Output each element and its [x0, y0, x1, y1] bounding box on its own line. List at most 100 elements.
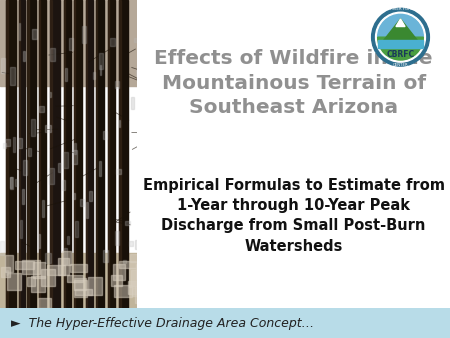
Bar [41, 269, 55, 286]
Bar [47, 265, 65, 275]
Bar [67, 236, 69, 244]
Bar [9, 177, 13, 189]
Bar [131, 97, 134, 109]
Bar [74, 0, 82, 308]
Bar [1, 57, 4, 73]
Bar [82, 26, 86, 43]
Bar [15, 179, 18, 186]
Bar [31, 276, 45, 292]
Bar [80, 199, 84, 206]
Bar [22, 160, 27, 175]
Bar [99, 53, 103, 69]
Bar [62, 251, 71, 265]
Bar [115, 80, 119, 88]
Bar [32, 29, 37, 40]
Bar [31, 119, 36, 136]
Text: CENTER: CENTER [393, 63, 408, 67]
Bar [39, 0, 40, 308]
Bar [50, 48, 54, 61]
Circle shape [378, 14, 423, 60]
Bar [0, 241, 4, 255]
Bar [104, 130, 107, 139]
Bar [63, 152, 68, 168]
Bar [70, 264, 87, 272]
Bar [119, 0, 128, 308]
Bar [45, 125, 51, 132]
Bar [119, 0, 121, 308]
Text: CBRFC: CBRFC [387, 50, 414, 59]
Bar [128, 281, 148, 294]
Bar [100, 65, 101, 75]
Bar [110, 39, 115, 46]
Bar [135, 240, 140, 249]
Bar [132, 288, 143, 296]
Bar [86, 202, 88, 218]
Bar [62, 180, 65, 190]
Bar [10, 177, 12, 189]
Circle shape [376, 12, 425, 62]
Bar [74, 143, 76, 154]
Bar [119, 120, 120, 127]
Bar [89, 277, 102, 295]
Bar [136, 70, 140, 75]
Bar [50, 0, 60, 308]
Bar [134, 38, 137, 42]
Bar [72, 150, 76, 164]
Bar [22, 260, 40, 274]
Bar [108, 0, 115, 308]
Bar [18, 23, 20, 40]
Bar [6, 0, 8, 308]
Bar [74, 278, 86, 290]
Wedge shape [378, 37, 423, 60]
Bar [108, 0, 109, 308]
Bar [23, 51, 25, 61]
Bar [18, 0, 25, 308]
Bar [67, 275, 83, 283]
Bar [58, 163, 62, 172]
Bar [28, 148, 32, 156]
Bar [49, 168, 54, 184]
Bar [119, 261, 136, 268]
Bar [75, 289, 92, 295]
Bar [49, 92, 51, 97]
Bar [5, 255, 13, 272]
Bar [22, 189, 24, 204]
Bar [45, 254, 50, 263]
Bar [4, 139, 10, 146]
Bar [27, 277, 35, 286]
Wedge shape [378, 14, 423, 37]
Bar [74, 280, 87, 297]
Text: Effects of Wildfire in the
Mountainous Terrain of
Southeast Arizona: Effects of Wildfire in the Mountainous T… [154, 49, 433, 117]
Bar [93, 72, 95, 79]
Bar [50, 0, 52, 308]
Bar [0, 253, 137, 308]
Bar [1, 267, 10, 277]
Bar [111, 275, 122, 286]
Bar [129, 268, 136, 287]
Bar [63, 248, 68, 264]
Bar [18, 138, 22, 148]
Bar [89, 191, 92, 201]
Bar [13, 137, 15, 152]
Bar [18, 0, 19, 308]
Bar [73, 193, 76, 199]
Bar [129, 241, 133, 246]
Bar [10, 67, 15, 85]
Polygon shape [396, 19, 405, 26]
Bar [42, 200, 44, 217]
Bar [76, 221, 78, 237]
Bar [27, 0, 36, 308]
Bar [116, 231, 119, 245]
Bar [15, 261, 35, 269]
Bar [27, 0, 29, 308]
Bar [136, 264, 149, 279]
Bar [3, 143, 6, 148]
Bar [40, 106, 44, 112]
Bar [21, 220, 22, 238]
Bar [86, 0, 93, 308]
Bar [135, 286, 154, 303]
Bar [65, 68, 68, 81]
Text: Empirical Formulas to Estimate from
1-Year through 10-Year Peak
Discharge from S: Empirical Formulas to Estimate from 1-Ye… [143, 178, 445, 254]
Bar [33, 262, 45, 277]
Bar [114, 285, 132, 297]
